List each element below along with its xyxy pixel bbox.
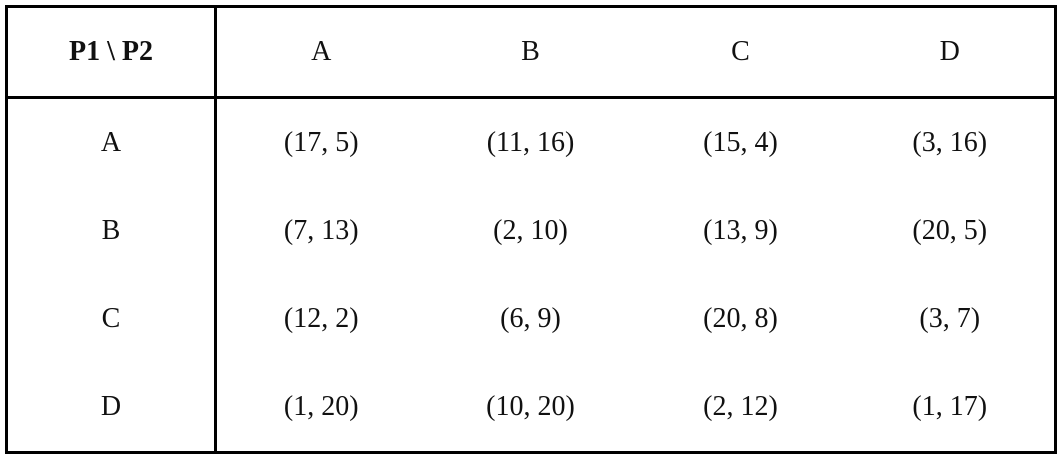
payoff-cell: (10, 20) [486,391,575,422]
payoff-cell: (3, 16) [912,127,988,158]
payoff-cell: (12, 2) [283,303,359,334]
column-header: B [425,6,636,99]
payoff-cell: (7, 13) [283,215,359,246]
payoff-cell: (1, 17) [912,391,988,422]
row-header: A [6,97,217,187]
payoff-cell: (17, 5) [283,127,359,158]
table-row: B (7, 13) (2, 10) (13, 9) (20, 5) [6,187,1056,275]
payoff-cell: (11, 16) [486,127,575,158]
corner-header: P1 \ P2 [6,6,217,99]
payoff-cell: (3, 7) [919,303,981,334]
payoff-cell: (20, 5) [912,215,988,246]
table-row: A (17, 5) (11, 16) (15, 4) (3, 16) [6,97,1056,187]
row-header: D [6,363,217,453]
payoff-cell: (15, 4) [703,127,778,158]
row-header: C [6,275,217,363]
row-header: B [6,187,217,275]
column-header: A [215,6,426,99]
payoff-cell: (20, 8) [703,303,778,334]
column-header: C [635,6,846,99]
payoff-cell: (2, 10) [493,215,568,246]
table-row: D (1, 20) (10, 20) (2, 12) (1, 17) [6,363,1056,453]
table-row: C (12, 2) (6, 9) (20, 8) (3, 7) [6,275,1056,363]
column-header: D [845,6,1056,99]
table-body: A (17, 5) (11, 16) (15, 4) (3, 16) B (7, 13) (2… [6,97,1056,453]
payoff-cell: (13, 9) [703,215,778,246]
payoff-cell: (6, 9) [500,303,561,334]
payoff-cell: (2, 12) [703,391,778,422]
payoff-cell: (1, 20) [283,391,359,422]
